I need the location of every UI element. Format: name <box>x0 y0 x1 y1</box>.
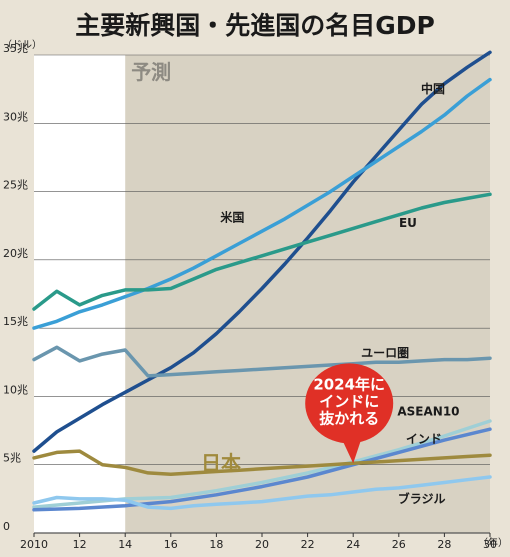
y-tick-label: 10兆 <box>3 383 28 396</box>
series-label-eurozone: ユーロ圏 <box>361 346 409 360</box>
x-axis: 2010 12 14 16 18 20 22 24 26 28 30 <box>20 533 497 551</box>
x-tick-label: 2010 <box>20 538 48 551</box>
series-line-usa <box>32 77 492 330</box>
gridlines <box>34 54 490 534</box>
series-lines <box>32 50 492 512</box>
series-label-india: インド <box>406 432 442 446</box>
series-line-eu <box>32 192 492 311</box>
callout-bubble <box>305 363 394 444</box>
y-tick-label: 20兆 <box>3 247 28 260</box>
y-tick-label: 0 <box>3 520 10 533</box>
forecast-band <box>125 55 490 533</box>
series-label-eu: EU <box>399 216 417 230</box>
x-tick-label: 12 <box>73 538 87 551</box>
y-unit-label: （ドル） <box>2 39 42 51</box>
callout-text-line: 抜かれる <box>319 409 379 427</box>
forecast-label: 予測 <box>131 60 171 84</box>
series-label-japan: 日本 <box>201 451 241 475</box>
series-label-asean10: ASEAN10 <box>397 405 459 419</box>
series-line-brazil <box>32 475 492 511</box>
y-tick-label: 15兆 <box>3 315 28 328</box>
series-label-usa: 米国 <box>220 210 244 225</box>
x-tick-label: 16 <box>164 538 178 551</box>
series-label-china: 中国 <box>421 81 445 96</box>
y-tick-label: 35兆 <box>3 42 28 55</box>
callout-text-line: 2024年に <box>313 375 385 393</box>
x-tick-label: 18 <box>209 538 223 551</box>
y-tick-label: 5兆 <box>3 452 21 465</box>
x-tick-label: 14 <box>118 538 132 551</box>
series-line-india <box>32 427 492 512</box>
y-axis: 0 5兆 10兆 15兆 20兆 25兆 30兆 35兆 <box>3 42 28 533</box>
chart-title: 主要新興国・先進国の名目GDP <box>75 11 435 40</box>
callout-text-line: インドに <box>319 392 379 410</box>
series-label-brazil: ブラジル <box>398 491 446 506</box>
x-tick-label: 24 <box>346 538 360 551</box>
x-tick-label: 30 <box>483 538 497 551</box>
series-line-japan <box>32 449 492 477</box>
x-tick-label: 22 <box>301 538 315 551</box>
y-tick-label: 30兆 <box>3 110 28 123</box>
y-tick-label: 25兆 <box>3 179 28 192</box>
x-tick-label: 26 <box>392 538 406 551</box>
series-line-china <box>32 50 492 453</box>
x-unit-label: （年） <box>478 536 508 549</box>
series-line-eurozone <box>32 345 492 378</box>
x-tick-label: 28 <box>437 538 451 551</box>
x-tick-label: 20 <box>255 538 269 551</box>
